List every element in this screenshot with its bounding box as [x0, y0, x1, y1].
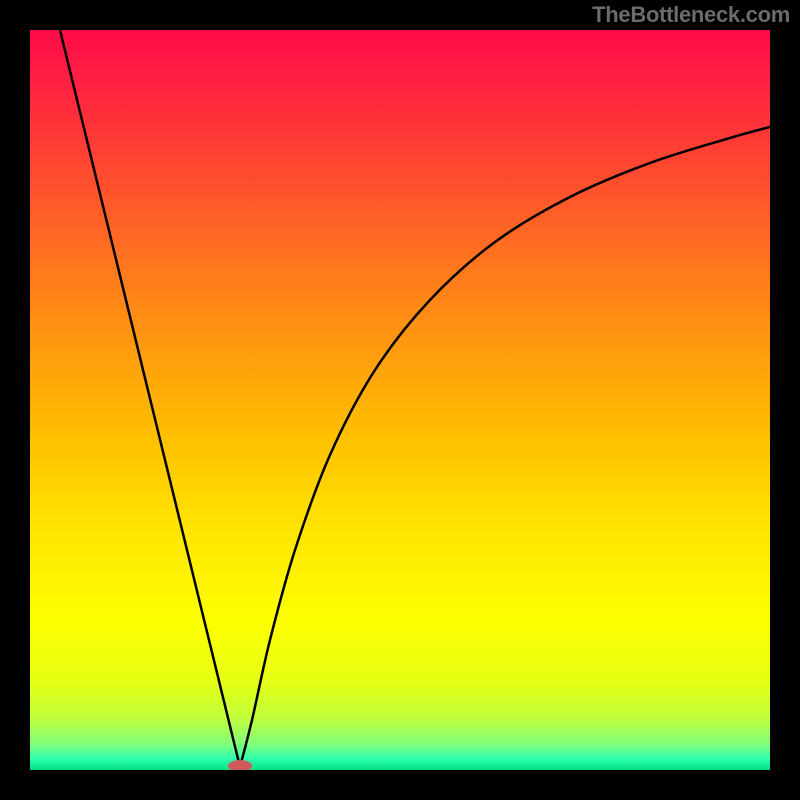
bottleneck-chart: [0, 0, 800, 800]
watermark-text: TheBottleneck.com: [592, 2, 790, 28]
chart-background: [30, 30, 770, 770]
chart-container: TheBottleneck.com: [0, 0, 800, 800]
